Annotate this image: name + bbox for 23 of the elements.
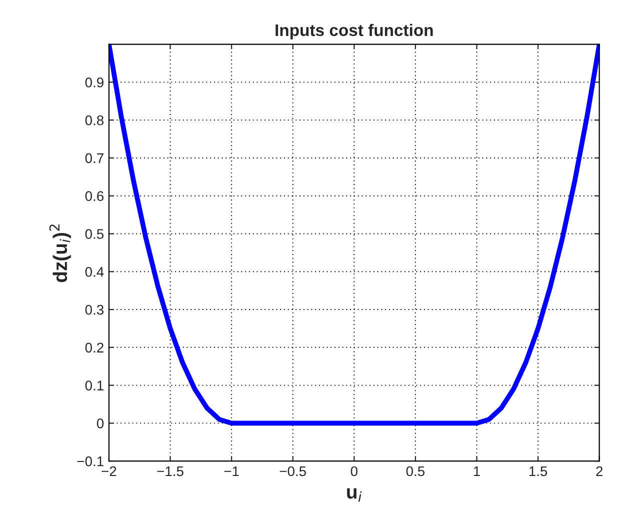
y-axis-title: dz(u$_{i}$)$^{2}$ [49, 224, 71, 282]
x-tick-label: 0 [350, 466, 358, 476]
y-tick-label: 0.6 [85, 191, 104, 202]
y-tick-label: 0.2 [85, 342, 104, 353]
x-tick-label: 2 [596, 466, 602, 476]
x-tick-label: −1.5 [157, 466, 184, 476]
x-tick-label: −1 [224, 466, 239, 476]
y-tick-label: −0.1 [77, 456, 104, 466]
y-tick-label: 0.7 [85, 153, 104, 164]
y-tick-label: 0.9 [85, 78, 104, 88]
chart-title: Inputs cost function [276, 24, 433, 40]
x-tick-label: −2 [102, 466, 116, 476]
x-tick-label: 1.5 [529, 466, 548, 476]
x-tick-label: 1 [474, 466, 480, 476]
y-tick-label: 0.1 [85, 380, 104, 390]
y-tick-label: 0.3 [85, 304, 104, 315]
y-tick-label: 0.8 [85, 115, 104, 126]
x-tick-label: −0.5 [280, 466, 306, 476]
y-tick-label: 0 [96, 418, 104, 428]
y-tick-label: 0.5 [85, 229, 104, 239]
x-axis-title: u$_{i}$ [347, 488, 362, 502]
x-tick-label: 0.5 [406, 466, 425, 476]
y-tick-label: 0.4 [85, 266, 104, 277]
